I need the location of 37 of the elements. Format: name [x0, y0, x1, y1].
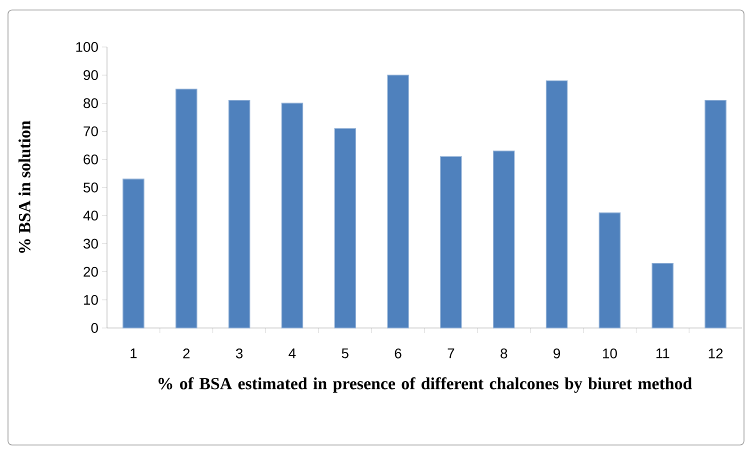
bar: [281, 102, 304, 328]
y-tick-label: 60: [84, 154, 98, 164]
y-tick-label: 80: [84, 98, 98, 108]
y-tick-label: 20: [84, 266, 98, 277]
y-tick-label: 70: [84, 126, 98, 136]
x-tick-label: 3: [236, 348, 243, 358]
y-tick-label: 0: [91, 323, 98, 333]
x-tick-label: 8: [500, 348, 508, 358]
x-tick-label: 11: [656, 348, 670, 358]
x-tick-label: 2: [183, 348, 190, 358]
y-tick-label: 40: [83, 210, 98, 221]
x-tick-label: 6: [394, 348, 402, 358]
x-tick-label: 9: [554, 348, 560, 358]
bar: [175, 88, 198, 328]
y-tick-label: 90: [84, 70, 98, 80]
y-tick-label: 100: [76, 42, 98, 52]
bar: [652, 262, 674, 328]
x-tick-label: 5: [342, 348, 348, 358]
bar: [440, 156, 462, 328]
x-tick-label: 7: [448, 348, 454, 358]
bar: [122, 178, 144, 328]
y-axis-title: % BSA in solution: [18, 120, 30, 253]
bar: [598, 212, 621, 328]
x-tick-label: 10: [603, 348, 617, 358]
x-axis-title: % of BSA estimated in presence of different chalcones by biuret method: [158, 377, 692, 393]
y-tick-label: 30: [84, 238, 98, 249]
bar: [228, 100, 250, 328]
bar: [334, 128, 356, 328]
x-tick-label: 1: [130, 348, 137, 358]
y-tick-label: 50: [84, 182, 98, 192]
y-tick-label: 10: [84, 294, 98, 305]
bar: [492, 150, 515, 328]
bar: [546, 80, 568, 328]
x-tick-label: 12: [708, 348, 723, 358]
x-tick-label: 4: [288, 348, 296, 358]
bar: [704, 100, 726, 328]
bar: [387, 74, 409, 328]
